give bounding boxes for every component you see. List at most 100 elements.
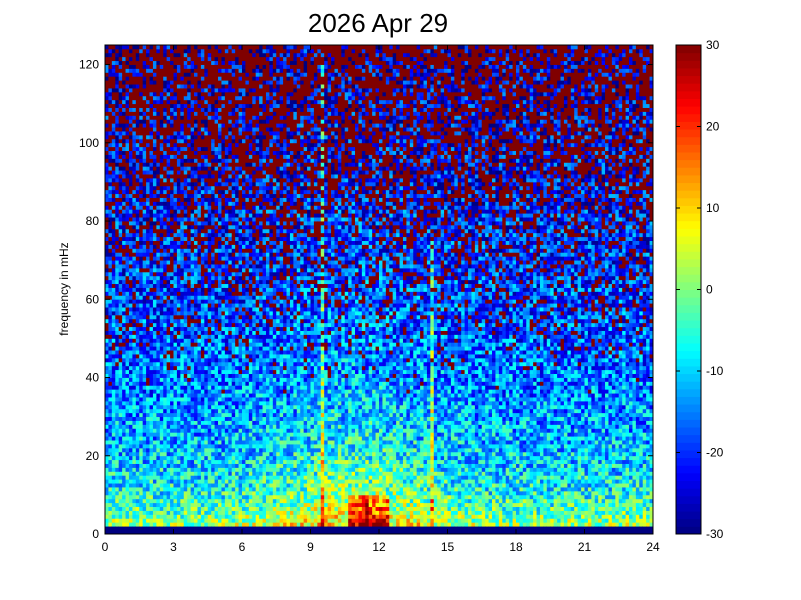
- heatmap-cell: [221, 146, 226, 152]
- heatmap-cell: [139, 483, 144, 488]
- heatmap-cell: [173, 354, 178, 359]
- heatmap-cell: [235, 52, 239, 58]
- heatmap-cell: [207, 209, 212, 214]
- heatmap-cell: [207, 64, 212, 69]
- heatmap-cell: [180, 138, 185, 144]
- heatmap-cell: [200, 463, 205, 468]
- heatmap-cell: [194, 350, 198, 355]
- heatmap-cell: [224, 267, 229, 273]
- heatmap-cell: [183, 354, 188, 359]
- heatmap-cell: [146, 377, 150, 382]
- heatmap-cell: [111, 510, 116, 515]
- heatmap-cell: [128, 84, 133, 89]
- heatmap-cell: [170, 330, 174, 335]
- heatmap-cell: [180, 248, 185, 253]
- heatmap-cell: [142, 162, 147, 167]
- heatmap-cell: [224, 400, 229, 406]
- heatmap-cell: [204, 209, 209, 214]
- heatmap-cell: [224, 342, 229, 347]
- heatmap-cell: [146, 440, 150, 445]
- heatmap-cell: [197, 209, 202, 214]
- heatmap-cell: [207, 52, 212, 58]
- heatmap-cell: [214, 134, 219, 140]
- heatmap-cell: [224, 52, 229, 58]
- heatmap-cell: [221, 224, 226, 230]
- heatmap-cell: [214, 397, 219, 402]
- heatmap-cell: [115, 444, 120, 449]
- heatmap-cell: [142, 322, 147, 328]
- heatmap-cell: [173, 283, 178, 288]
- heatmap-cell: [221, 252, 226, 257]
- heatmap-cell: [173, 60, 178, 65]
- heatmap-cell: [135, 174, 140, 179]
- heatmap-cell: [142, 146, 147, 152]
- heatmap-cell: [176, 232, 181, 238]
- heatmap-cell: [111, 95, 116, 101]
- heatmap-cell: [163, 467, 168, 472]
- heatmap-cell: [228, 365, 233, 371]
- heatmap-cell: [156, 483, 161, 488]
- heatmap-cell: [197, 103, 202, 108]
- heatmap-cell: [146, 346, 150, 351]
- heatmap-cell: [156, 436, 161, 441]
- heatmap-cell: [211, 181, 215, 187]
- heatmap-cell: [152, 248, 157, 253]
- heatmap-cell: [180, 373, 185, 378]
- heatmap-cell: [132, 322, 137, 328]
- heatmap-cell: [159, 189, 164, 195]
- heatmap-cell: [152, 377, 157, 382]
- heatmap-cell: [228, 487, 233, 492]
- heatmap-cell: [125, 475, 130, 480]
- heatmap-cell: [200, 283, 205, 288]
- heatmap-cell: [108, 483, 113, 488]
- heatmap-cell: [200, 267, 205, 273]
- heatmap-cell: [183, 205, 188, 210]
- heatmap-cell: [190, 318, 195, 324]
- heatmap-cell: [115, 111, 120, 116]
- heatmap-cell: [218, 260, 222, 265]
- heatmap-cell: [108, 217, 113, 222]
- heatmap-cell: [128, 224, 133, 230]
- heatmap-cell: [108, 436, 113, 441]
- heatmap-cell: [111, 236, 116, 241]
- heatmap-cell: [146, 447, 150, 453]
- heatmap-cell: [238, 346, 243, 351]
- heatmap-cell: [163, 111, 168, 116]
- heatmap-cell: [228, 526, 233, 531]
- heatmap-cell: [180, 436, 185, 441]
- heatmap-cell: [170, 271, 174, 277]
- heatmap-cell: [238, 209, 243, 214]
- heatmap-cell: [204, 267, 209, 273]
- heatmap-cell: [235, 451, 239, 457]
- heatmap-cell: [125, 459, 130, 464]
- heatmap-cell: [194, 295, 198, 300]
- heatmap-cell: [187, 107, 192, 112]
- heatmap-cell: [128, 72, 133, 77]
- heatmap-cell: [235, 330, 239, 335]
- heatmap-cell: [221, 440, 226, 445]
- heatmap-cell: [170, 64, 174, 69]
- heatmap-cell: [194, 342, 198, 347]
- heatmap-cell: [108, 291, 113, 296]
- heatmap-cell: [207, 385, 212, 390]
- heatmap-cell: [132, 60, 137, 65]
- heatmap-cell: [207, 467, 212, 472]
- heatmap-cell: [166, 275, 171, 281]
- heatmap-cell: [180, 346, 185, 351]
- heatmap-cell: [180, 146, 185, 152]
- heatmap-cell: [176, 279, 181, 285]
- heatmap-cell: [152, 127, 157, 132]
- heatmap-cell: [105, 342, 109, 347]
- heatmap-cell: [207, 56, 212, 62]
- heatmap-cell: [180, 103, 185, 108]
- heatmap-cell: [149, 271, 154, 277]
- heatmap-cell: [194, 530, 198, 535]
- heatmap-cell: [176, 146, 181, 152]
- heatmap-cell: [118, 84, 123, 89]
- heatmap-cell: [146, 361, 150, 367]
- heatmap-cell: [197, 522, 202, 527]
- heatmap-cell: [142, 45, 147, 50]
- heatmap-cell: [214, 432, 219, 437]
- heatmap-cell: [200, 514, 205, 519]
- heatmap-cell: [170, 107, 174, 112]
